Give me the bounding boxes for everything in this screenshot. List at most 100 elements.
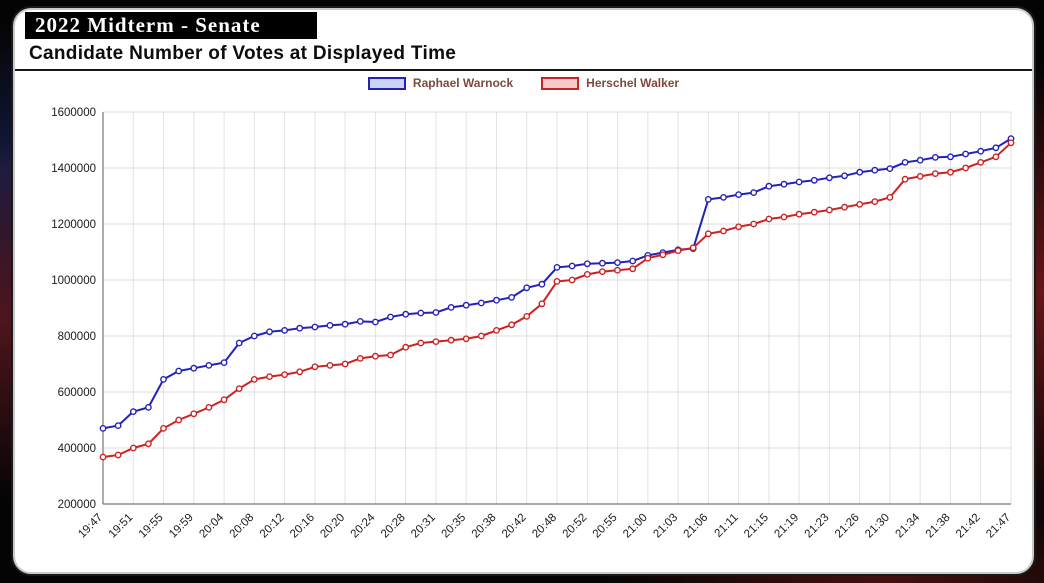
walker-data-point — [659, 251, 667, 259]
x-axis-tick-label: 20:38 — [470, 512, 499, 541]
warnock-data-point — [931, 154, 939, 161]
walker-data-point — [689, 244, 697, 252]
walker-data-point — [371, 352, 379, 360]
warnock-data-point — [916, 156, 924, 164]
walker-data-point — [432, 338, 440, 346]
chart-svg: 19:47 19:51 19:55 19:59 20:04 20:08 20:12 20:16… — [51, 107, 1015, 541]
warnock-data-point — [810, 176, 818, 184]
x-axis-tick-label: 20:31 — [409, 512, 438, 541]
walker-data-point — [977, 159, 985, 166]
warnock-data-point — [841, 172, 848, 180]
x-axis-tick-label: 19:51 — [107, 512, 136, 541]
warnock-legend-label: Raphael Warnock — [412, 76, 514, 90]
walker-data-point — [568, 276, 576, 284]
warnock-data-point — [296, 324, 304, 332]
walker-data-point — [1007, 139, 1015, 147]
warnock-data-point — [583, 260, 591, 268]
y-axis-tick-label: 400000 — [58, 443, 96, 455]
warnock-data-point — [750, 189, 758, 197]
walker-data-point — [583, 270, 591, 278]
walker-data-point — [735, 223, 742, 231]
x-axis-tick-label: 20:52 — [561, 512, 590, 541]
broadcast-panel: 2022 Midterm - Senate Candidate Number o… — [13, 8, 1034, 574]
x-axis-tick-label: 21:03 — [651, 512, 680, 541]
x-axis-tick-label: 21:26 — [833, 512, 862, 541]
walker-legend-swatch — [541, 76, 580, 90]
warnock-data-point — [371, 318, 379, 326]
warnock-data-point — [266, 328, 273, 336]
chart-legend: Raphael Warnock Herschel Walker — [15, 76, 1032, 90]
warnock-data-point — [190, 364, 198, 372]
warnock-data-point — [235, 339, 243, 347]
walker-data-point — [477, 332, 485, 340]
x-axis-tick-label: 20:04 — [197, 511, 226, 540]
warnock-data-point — [477, 299, 485, 307]
walker-data-point — [765, 215, 773, 223]
y-axis-tick-label: 200000 — [58, 499, 96, 511]
y-axis-tick-label: 1200000 — [51, 219, 96, 231]
warnock-data-point — [977, 147, 985, 155]
warnock-data-point — [826, 174, 833, 182]
warnock-data-point — [129, 408, 137, 415]
x-axis-tick-label: 20:55 — [591, 512, 620, 541]
warnock-data-point — [856, 168, 864, 176]
title-bar: 2022 Midterm - Senate — [25, 12, 317, 39]
warnock-data-point — [205, 361, 213, 369]
walker-data-point — [462, 335, 470, 343]
warnock-data-point — [144, 403, 152, 411]
warnock-data-point — [387, 313, 394, 321]
legend-item-walker: Herschel Walker — [541, 76, 679, 90]
warnock-data-point — [538, 280, 546, 288]
x-axis-tick-label: 19:55 — [137, 512, 166, 541]
walker-data-point — [720, 227, 727, 235]
walker-data-point — [947, 168, 954, 176]
x-axis-tick-label: 20:16 — [288, 512, 317, 541]
x-axis-tick-label: 21:47 — [984, 512, 1013, 541]
walker-data-point — [493, 326, 500, 334]
walker-data-point — [296, 368, 304, 376]
warnock-data-point — [432, 309, 440, 316]
warnock-data-point — [311, 323, 319, 331]
walker-data-point — [674, 247, 682, 255]
walker-data-point — [795, 210, 803, 218]
warnock-data-point — [795, 178, 803, 186]
walker-data-point — [886, 194, 894, 201]
warnock-data-point — [704, 196, 712, 203]
walker-data-point — [826, 206, 833, 214]
walker-data-point — [281, 371, 288, 378]
warnock-data-point — [614, 259, 621, 267]
warnock-data-point — [99, 424, 107, 432]
warnock-data-point — [250, 332, 258, 340]
warnock-data-point — [871, 166, 879, 174]
walker-data-point — [220, 396, 228, 404]
x-axis-tick-label: 20:20 — [318, 512, 347, 541]
x-axis-tick-label: 20:42 — [500, 512, 529, 541]
warnock-data-point — [780, 180, 788, 188]
walker-data-point — [326, 361, 334, 369]
walker-data-point — [599, 268, 606, 276]
walker-data-point — [916, 173, 924, 180]
walker-data-point — [810, 208, 818, 216]
walker-data-point — [417, 339, 425, 347]
warnock-data-point — [720, 194, 727, 201]
warnock-data-point — [992, 144, 1000, 152]
warnock-data-point — [493, 296, 500, 304]
x-axis-tick-label: 20:08 — [228, 512, 257, 541]
walker-legend-label: Herschel Walker — [586, 76, 680, 90]
warnock-data-point — [220, 359, 228, 366]
walker-data-point — [508, 321, 515, 329]
walker-data-point — [704, 230, 712, 238]
warnock-data-point — [886, 165, 894, 173]
x-axis-tick-label: 20:28 — [379, 512, 408, 541]
warnock-data-point — [629, 257, 637, 265]
warnock-data-point — [962, 150, 969, 158]
warnock-legend-swatch — [367, 76, 406, 90]
vote-count-line-chart: 19:47 19:51 19:55 19:59 20:04 20:08 20:12 20:16… — [19, 100, 1027, 568]
x-axis-tick-label: 20:12 — [258, 512, 287, 541]
x-axis-tick-label: 19:59 — [167, 512, 196, 541]
walker-data-point — [235, 385, 243, 392]
x-axis-tick-label: 19:47 — [76, 512, 105, 541]
warnock-data-point — [947, 153, 954, 161]
x-axis-tick-label: 20:35 — [439, 512, 468, 541]
warnock-data-point — [356, 317, 364, 325]
